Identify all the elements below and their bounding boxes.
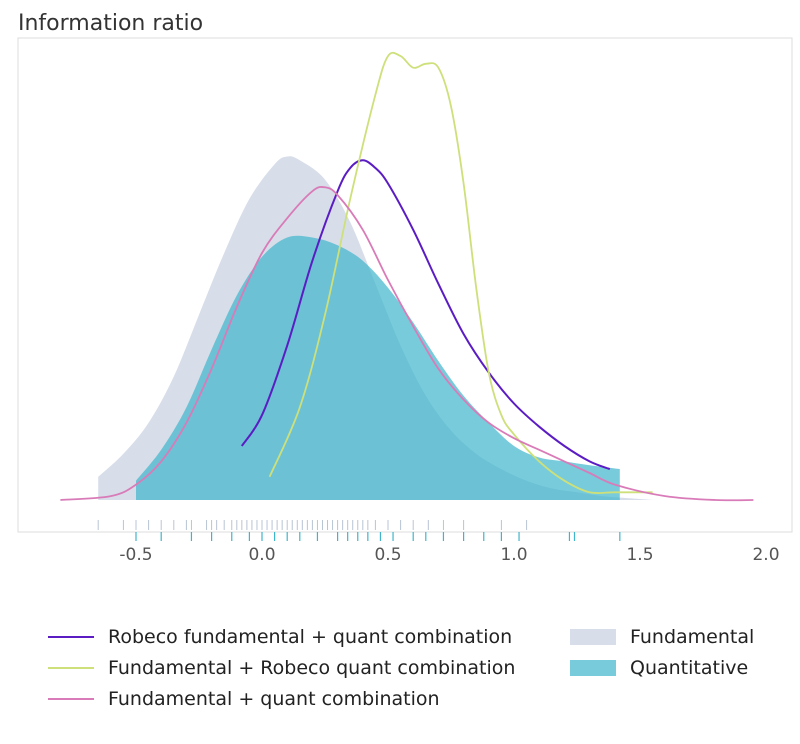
rug-marks-layer: [97, 520, 621, 541]
legend-label: Fundamental + quant combination: [108, 688, 440, 710]
area-series-layer: [98, 156, 653, 500]
plot-frame: [17, 37, 793, 533]
x-tick-label: 1.0: [500, 545, 527, 565]
legend-label: Fundamental: [630, 626, 755, 648]
line-series-fundamental-quant-combination: [60, 186, 754, 502]
x-tick-label: 0.5: [374, 545, 401, 565]
legend-item-fundamental-robeco-quant: Fundamental + Robeco quant combination: [48, 653, 515, 683]
x-tick-label: -0.5: [119, 545, 152, 565]
x-tick-label: 0.0: [248, 545, 275, 565]
x-axis-ticks: -0.5 0.0 0.5 1.0 1.5 2.0: [119, 545, 779, 565]
legend-swatch: [570, 660, 616, 676]
legend-label: Quantitative: [630, 657, 749, 679]
legend-item-quantitative: Quantitative: [570, 653, 748, 683]
line-series-layer: [60, 51, 754, 502]
line-series-robeco-fundamental-quant-combination: [240, 159, 611, 471]
area-series-quantitative: [136, 235, 620, 500]
x-tick-label: 2.0: [752, 545, 779, 565]
legend-item-fundamental: Fundamental: [570, 622, 754, 652]
legend-item-fundamental-quant: Fundamental + quant combination: [48, 684, 440, 714]
x-tick-label: 1.5: [626, 545, 653, 565]
legend-swatch: [570, 629, 616, 645]
line-series-fundamental-robeco-quant-combination: [268, 51, 653, 495]
legend-swatch: [48, 667, 94, 669]
legend: Robeco fundamental + quant combination F…: [48, 622, 788, 722]
legend-swatch: [48, 698, 94, 700]
legend-label: Fundamental + Robeco quant combination: [108, 657, 516, 679]
legend-item-robeco-fundamental-quant: Robeco fundamental + quant combination: [48, 622, 512, 652]
legend-swatch: [48, 636, 94, 638]
legend-label: Robeco fundamental + quant combination: [108, 626, 513, 648]
chart-title: Information ratio: [18, 11, 203, 36]
